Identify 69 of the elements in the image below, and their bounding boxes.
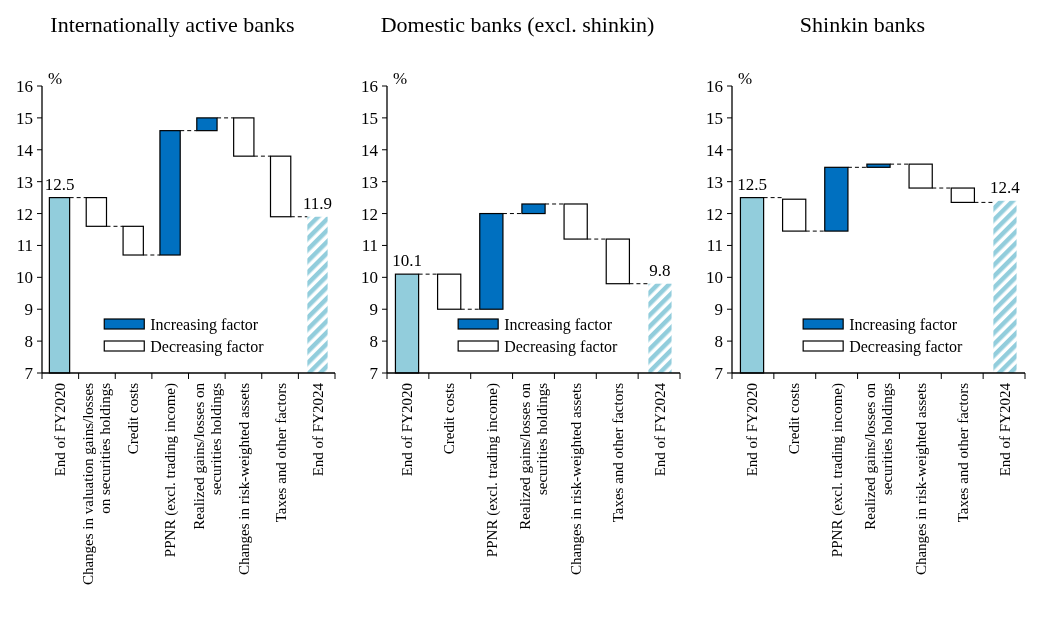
- y-tick-label: 16: [361, 76, 378, 96]
- y-tick-label: 12: [16, 204, 33, 224]
- y-tick-label: 15: [361, 108, 378, 128]
- x-tick-label: Changes in risk-weighted assets: [912, 382, 929, 576]
- x-tick-label: PPNR (excl. trading income): [828, 383, 846, 558]
- y-tick-label: 10: [706, 268, 723, 288]
- y-axis-title: %: [48, 69, 63, 88]
- y-tick-label: 10: [361, 268, 378, 288]
- data-label: 12.5: [44, 174, 75, 194]
- x-tick-label: PPNR (excl. trading income): [162, 383, 180, 558]
- x-tick-label: End of FY2020: [399, 383, 416, 477]
- y-tick-label: 14: [361, 140, 379, 160]
- y-tick-label: 9: [24, 300, 33, 320]
- y-tick-label: 10: [16, 268, 33, 288]
- data-label: 10.1: [392, 251, 422, 271]
- x-tick-label: End of FY2024: [997, 382, 1014, 477]
- x-tick-label: Changes in risk-weighted assets: [567, 382, 584, 576]
- x-tick-label: Credit costs: [786, 382, 803, 455]
- legend-label: Increasing factor: [849, 315, 958, 334]
- x-tick-label: End of FY2024: [652, 382, 669, 477]
- y-tick-label: 12: [706, 204, 723, 224]
- y-tick-label: 8: [714, 332, 723, 352]
- y-tick-label: 16: [706, 76, 723, 96]
- x-tick-label: Credit costs: [125, 382, 142, 455]
- y-tick-label: 11: [16, 236, 33, 256]
- x-tick-label: Taxes and other factors: [955, 382, 972, 523]
- legend-label: Decreasing factor: [150, 337, 265, 356]
- y-tick-label: 7: [714, 363, 724, 383]
- y-tick-label: 13: [361, 172, 378, 192]
- y-axis-title: %: [738, 69, 753, 88]
- y-tick-label: 7: [24, 363, 34, 383]
- chart-title: Internationally active banks: [50, 12, 295, 37]
- x-tick-label: End of FY2020: [51, 383, 68, 477]
- y-tick-label: 8: [24, 332, 33, 352]
- y-tick-label: 12: [361, 204, 378, 224]
- data-label: 12.5: [737, 174, 767, 194]
- x-tick-label: End of FY2024: [309, 382, 326, 477]
- y-tick-label: 13: [706, 172, 723, 192]
- x-tick-label: Changes in valuation gains/losses on securities holdings: [80, 382, 114, 586]
- y-tick-label: 15: [16, 108, 33, 128]
- y-tick-label: 11: [361, 236, 378, 256]
- y-tick-label: 9: [369, 300, 378, 320]
- x-tick-label: Realized gains/losses on securities holdings: [517, 382, 551, 530]
- y-tick-label: 16: [16, 76, 33, 96]
- x-tick-label: PPNR (excl. trading income): [483, 383, 501, 558]
- y-tick-label: 13: [16, 172, 33, 192]
- x-tick-label: End of FY2020: [744, 383, 761, 477]
- y-tick-label: 8: [369, 332, 378, 352]
- legend-label: Decreasing factor: [504, 337, 619, 356]
- data-label: 12.4: [990, 177, 1021, 197]
- y-tick-label: 15: [706, 108, 723, 128]
- data-label: 11.9: [302, 193, 333, 213]
- y-tick-label: 9: [714, 300, 723, 320]
- x-tick-label: Credit costs: [441, 382, 458, 455]
- x-tick-label: Taxes and other factors: [272, 382, 289, 523]
- x-tick-label: Realized gains/losses on securities holdings: [862, 382, 896, 530]
- x-tick-label: Changes in risk-weighted assets: [236, 382, 253, 576]
- y-tick-label: 14: [16, 140, 34, 160]
- y-axis-title: %: [393, 69, 408, 88]
- y-tick-label: 7: [369, 363, 379, 383]
- legend-label: Increasing factor: [504, 315, 613, 334]
- y-tick-label: 14: [706, 140, 724, 160]
- legend-label: Decreasing factor: [849, 337, 964, 356]
- data-label: 9.8: [649, 260, 671, 280]
- chart-title: Shinkin banks: [799, 12, 926, 37]
- x-tick-label: Taxes and other factors: [610, 382, 627, 523]
- y-tick-label: 11: [706, 236, 723, 256]
- chart-title: Domestic banks (excl. shinkin): [380, 12, 655, 37]
- legend-label: Increasing factor: [150, 315, 259, 334]
